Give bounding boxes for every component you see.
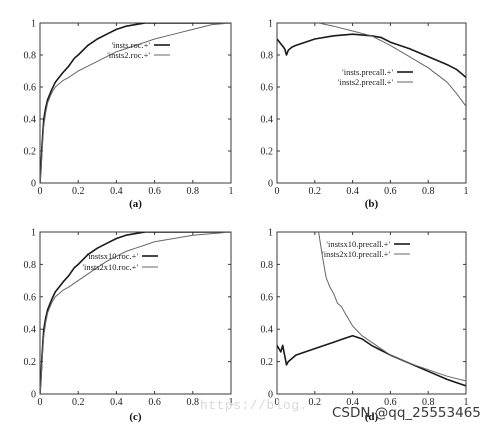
chart-panel-2: 0 0.2 0.4 0.6 0.8 1 0 0.2 0.4 0.6 0.8 1 'insts.preca… [250, 0, 503, 215]
series-line-1 [40, 23, 231, 183]
x-tick-label: 0.2 [72, 397, 85, 408]
series-line-2 [40, 232, 231, 394]
chart-panel-4: 0 0.2 0.4 0.6 0.8 1 0 0.2 0.4 0.6 0.8 1 'instsx10.pr… [250, 215, 503, 432]
series-line-1 [277, 33, 466, 79]
x-tick-label: 0.2 [72, 186, 85, 197]
x-tick-label: 0.8 [187, 397, 200, 408]
plot-frame [276, 231, 467, 395]
chart-svg-1: 0 0.2 0.4 0.6 0.8 1 0 0.2 0.4 0.6 0.8 1 'insts.roc.+… [24, 19, 234, 211]
y-tick-label: 0 [31, 390, 36, 401]
x-tick-label: 0.4 [346, 397, 359, 408]
y-tick-label: 0 [31, 179, 36, 190]
legend-label-1: 'insts.roc.+' [111, 40, 150, 50]
y-tick-label: 0.2 [24, 357, 37, 368]
legend-label-2: 'insts2.roc.+' [107, 50, 150, 60]
series-line-2 [318, 232, 466, 382]
x-tick-label: 0.2 [309, 397, 322, 408]
x-tick-label: 0.4 [110, 397, 123, 408]
panel-label: (d) [365, 411, 379, 423]
y-tick-label: 0.8 [24, 260, 37, 271]
x-tick-label: 0.6 [148, 186, 161, 197]
x-tick-label: 0.8 [422, 397, 435, 408]
legend-label-2: 'insts2.precall.+' [338, 77, 394, 87]
x-tick-label: 0.4 [346, 186, 359, 197]
x-tick-label: 1 [464, 397, 469, 408]
x-tick-label: 0 [275, 186, 280, 197]
y-tick-label: 0.4 [261, 115, 274, 126]
legend-label-1: 'instsx10.roc.+' [87, 251, 139, 261]
x-tick-label: 0.2 [309, 186, 322, 197]
csdn-watermark: CSDN @qq_25553465 [332, 405, 481, 421]
blog-watermark: https://blog. [200, 398, 308, 413]
x-tick-label: 0.6 [384, 397, 397, 408]
y-tick-label: 0.6 [24, 83, 37, 94]
y-tick-label: 1 [268, 19, 273, 30]
y-tick-label: 0.6 [24, 292, 37, 303]
y-tick-label: 1 [31, 228, 36, 239]
y-tick-label: 0 [268, 179, 273, 190]
series-line-2 [318, 23, 466, 107]
y-tick-label: 0.6 [261, 83, 274, 94]
x-tick-label: 1 [464, 186, 469, 197]
legend-label-2: 'insts2x10.precall.+' [322, 249, 390, 259]
x-tick-label: 0.6 [148, 397, 161, 408]
series-line-2 [40, 23, 231, 183]
panel-label: (c) [129, 411, 142, 423]
series-line-1 [40, 232, 231, 394]
y-tick-label: 0.2 [24, 147, 37, 158]
y-tick-label: 0.4 [261, 325, 274, 336]
panel-label: (b) [365, 198, 379, 210]
y-tick-label: 0.6 [261, 292, 274, 303]
x-tick-label: 0 [38, 397, 43, 408]
y-tick-label: 0.2 [261, 357, 274, 368]
x-tick-label: 0 [38, 186, 43, 197]
y-tick-label: 0 [268, 390, 273, 401]
y-tick-label: 0.4 [24, 325, 37, 336]
x-tick-label: 0.6 [384, 186, 397, 197]
chart-svg-2: 0 0.2 0.4 0.6 0.8 1 0 0.2 0.4 0.6 0.8 1 'insts.preca… [261, 19, 469, 211]
y-tick-label: 0.8 [261, 260, 274, 271]
chart-svg-4: 0 0.2 0.4 0.6 0.8 1 0 0.2 0.4 0.6 0.8 1 'instsx10.pr… [261, 228, 469, 424]
plot-frame [39, 22, 232, 184]
y-tick-label: 0.2 [261, 147, 274, 158]
x-tick-label: 1 [229, 186, 234, 197]
plot-frame [39, 231, 232, 395]
plot-frame [276, 22, 467, 184]
x-tick-label: 0.8 [422, 186, 435, 197]
chart-svg-3: 0 0.2 0.4 0.6 0.8 1 0 0.2 0.4 0.6 0.8 1 'instsx10.ro… [24, 228, 234, 424]
y-tick-label: 0.4 [24, 115, 37, 126]
x-tick-label: 0.8 [187, 186, 200, 197]
legend-label-2: 'insts2x10.roc.+' [82, 262, 138, 272]
series-line-1 [277, 334, 466, 387]
y-tick-label: 0.8 [261, 51, 274, 62]
legend-label-1: 'insts.precall.+' [342, 67, 393, 77]
chart-panel-3: 0 0.2 0.4 0.6 0.8 1 0 0.2 0.4 0.6 0.8 1 'instsx10.ro… [0, 215, 250, 432]
x-tick-label: 1 [229, 397, 234, 408]
y-tick-label: 1 [268, 228, 273, 239]
y-tick-label: 0.8 [24, 51, 37, 62]
x-tick-label: 0.4 [110, 186, 123, 197]
y-tick-label: 1 [31, 19, 36, 30]
x-tick-label: 0 [275, 397, 280, 408]
legend-label-1: 'instsx10.precall.+' [326, 239, 390, 249]
panel-label: (a) [129, 198, 142, 210]
chart-panel-1: 0 0.2 0.4 0.6 0.8 1 0 0.2 0.4 0.6 0.8 1 'insts.roc.+… [0, 0, 250, 215]
